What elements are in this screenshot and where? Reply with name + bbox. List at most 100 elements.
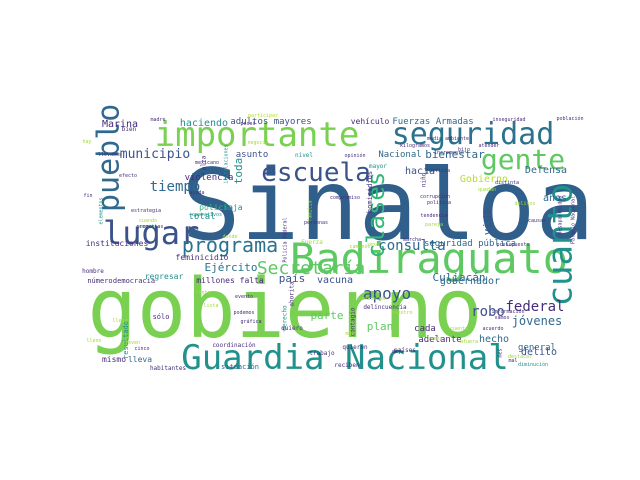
cloud-word: gobierno <box>88 262 483 357</box>
cloud-word: niño <box>421 172 428 187</box>
cloud-word: causas <box>528 218 546 224</box>
cloud-word: preguntas <box>136 224 163 230</box>
cloud-word: trabajo <box>309 350 335 357</box>
cloud-word: total <box>188 212 215 222</box>
cloud-word: parte <box>310 309 343 322</box>
cloud-word: bien <box>122 126 137 133</box>
cloud-word: distinta <box>495 180 519 186</box>
cloud-word: mexicano <box>195 160 219 166</box>
cloud-word: negocio <box>247 140 268 146</box>
cloud-word: fin <box>83 193 92 199</box>
cloud-word: acuerdo <box>482 326 503 332</box>
cloud-word: presupuesto <box>496 242 529 248</box>
cloud-word: marcha <box>403 237 421 243</box>
cloud-word: gente <box>481 143 565 176</box>
cloud-word: destacar <box>508 354 532 360</box>
cloud-word: millones falta <box>196 276 264 285</box>
cloud-word: llegó <box>112 317 127 324</box>
cloud-word: lista <box>203 303 218 309</box>
cloud-word: Palacio Nacional <box>571 196 577 244</box>
cloud-word: hombre <box>82 268 104 275</box>
cloud-word: general <box>518 343 556 353</box>
cloud-word: mes <box>498 348 504 357</box>
cloud-word: quieren <box>342 344 368 351</box>
cloud-word: seguridad <box>392 117 555 152</box>
cloud-word: kilogramos <box>400 143 430 149</box>
cloud-word: contagio <box>350 307 357 336</box>
cloud-word: sexo <box>367 242 379 248</box>
cloud-word: países <box>394 347 416 354</box>
cloud-word: vamos <box>494 315 509 321</box>
cloud-word: Sinaloa <box>181 149 594 263</box>
cloud-word: buena <box>427 336 442 342</box>
cloud-word: política <box>427 199 451 206</box>
cloud-word: madre <box>150 117 165 123</box>
cloud-word: adultos mayores <box>230 117 311 127</box>
cloud-word: instalaciones <box>224 144 230 183</box>
cloud-word: opinión <box>344 152 365 159</box>
cloud-word: Fuerza <box>301 239 323 246</box>
cloud-word: información <box>491 308 524 315</box>
cloud-word: delito <box>521 347 557 358</box>
cloud-word: llevamos <box>98 152 122 158</box>
cloud-word: Defensa <box>525 165 567 176</box>
cloud-word: plan <box>367 320 394 333</box>
cloud-word: feminicidio <box>176 253 229 262</box>
cloud-word: derecho <box>282 305 289 331</box>
cloud-word: asunto <box>236 150 269 160</box>
cloud-word: regresar <box>145 272 184 281</box>
cloud-word: medio ambiente <box>427 136 469 142</box>
cloud-word: coordinación <box>212 342 256 349</box>
cloud-word: jóvenes <box>512 314 563 328</box>
cloud-word: familia <box>308 200 314 221</box>
cloud-word: hecho <box>479 334 509 345</box>
cloud-word: vacuna <box>317 275 353 286</box>
cloud-word: resultado <box>122 321 130 359</box>
cloud-word: deja <box>392 349 404 355</box>
cloud-word: municipio <box>120 147 190 162</box>
cloud-word: democracia <box>113 277 155 285</box>
cloud-word: adelante <box>418 335 461 345</box>
cloud-word: años <box>543 193 567 204</box>
cloud-word: Secretaría <box>257 258 365 279</box>
cloud-word: tiempo <box>150 179 201 195</box>
cloud-word: habitantes <box>150 365 187 372</box>
cloud-word: evento <box>235 294 253 300</box>
cloud-word: seguir <box>139 224 157 230</box>
cloud-word: Ejército <box>205 261 258 274</box>
cloud-word: cinco <box>134 346 149 352</box>
cloud-word: vehículo <box>351 117 390 126</box>
cloud-word: justicia <box>426 168 450 174</box>
cloud-word: delitos <box>514 201 535 207</box>
cloud-word: efecto <box>119 173 137 179</box>
cloud-word: Gobierno <box>460 174 508 185</box>
cloud-word: Policía Federal <box>282 217 289 262</box>
cloud-word: operativos <box>192 212 222 218</box>
cloud-word: atender <box>478 143 499 149</box>
cloud-word: instituciones <box>86 239 149 248</box>
cloud-word: robo <box>471 304 505 320</box>
cloud-word: nuestro <box>391 310 412 316</box>
cloud-word: mismo <box>102 355 126 364</box>
cloud-word: alza <box>201 155 208 170</box>
cloud-word: vida <box>481 209 494 236</box>
cloud-word: lleno <box>86 338 101 344</box>
cloud-word: cuenta <box>450 326 468 332</box>
cloud-word: seguridad pública <box>424 239 516 249</box>
cloud-word: hacia <box>405 166 435 177</box>
cloud-word: ayuda <box>189 190 204 196</box>
cloud-word: lugar <box>103 214 199 252</box>
cloud-word: clases <box>362 172 390 259</box>
cloud-word: inseguridad <box>492 117 525 123</box>
cloud-word: quedan <box>478 187 496 193</box>
cloud-word: reciben <box>334 362 360 369</box>
cloud-word: ahorita <box>289 281 296 307</box>
cloud-word: Nacional <box>378 150 421 160</box>
cloud-word: baja <box>223 203 242 212</box>
cloud-word: hay <box>82 139 91 145</box>
cloud-word: pareja <box>425 222 443 228</box>
cloud-word: cuando <box>139 218 157 224</box>
cloud-word: población <box>556 115 583 122</box>
cloud-word: participar <box>248 113 278 119</box>
